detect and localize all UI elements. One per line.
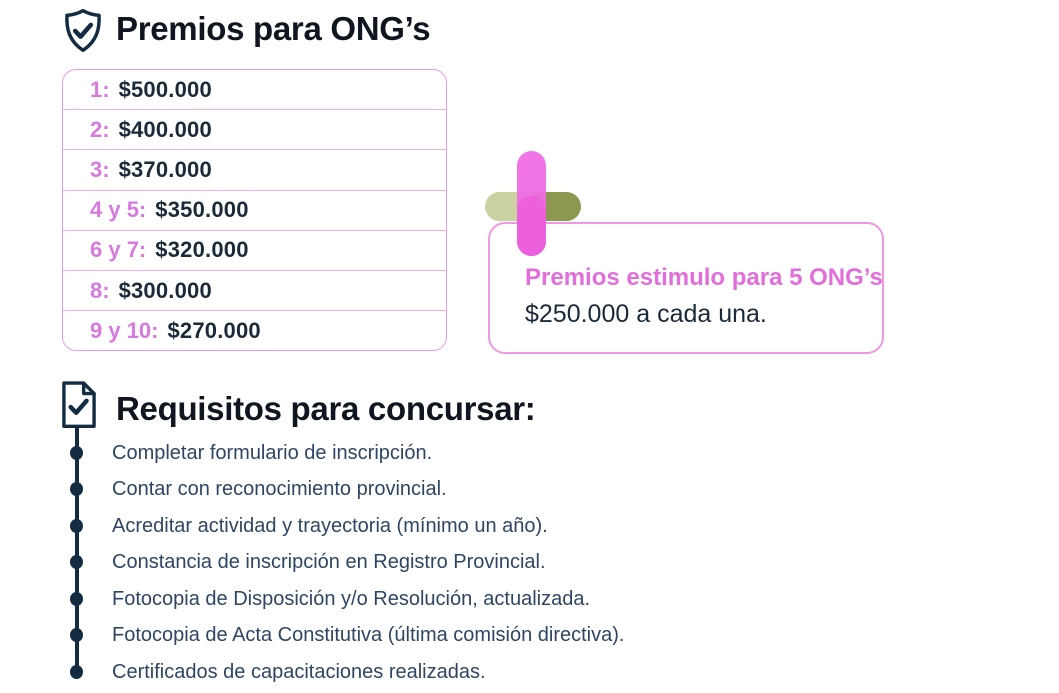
bullet-dot — [70, 628, 83, 642]
bullet-dot — [70, 555, 83, 569]
prize-amount: $300.000 — [118, 277, 212, 303]
bullet-dot — [70, 592, 83, 606]
shield-check-icon — [65, 8, 101, 53]
prize-rank: 8: — [90, 277, 110, 303]
prize-amount: $370.000 — [118, 156, 212, 182]
bullet-dot — [70, 519, 83, 533]
stimulus-card-title: Premios estimulo para 5 ONG’s — [525, 264, 883, 291]
document-check-icon — [62, 381, 96, 428]
stimulus-card-amount: $250.000 a cada una. — [525, 300, 767, 328]
requirement-item: Fotocopia de Acta Constitutiva (última c… — [112, 624, 625, 646]
prize-table-row: 9 y 10: $270.000 — [63, 310, 446, 350]
prize-rank: 1: — [90, 76, 110, 102]
prize-table-row: 6 y 7: $320.000 — [63, 229, 446, 270]
prize-amount: $320.000 — [155, 237, 249, 263]
prize-rank: 4 y 5: — [90, 197, 147, 223]
plus-vertical-pill-cap — [517, 196, 546, 256]
prize-table-row: 2: $400.000 — [63, 109, 446, 149]
prize-amount: $350.000 — [155, 197, 249, 223]
requirement-item: Contar con reconocimiento provincial. — [112, 478, 447, 500]
prize-rank: 3: — [90, 156, 110, 182]
prize-rank: 9 y 10: — [90, 317, 159, 343]
timeline-line — [75, 427, 79, 673]
requirement-item: Fotocopia de Disposición y/o Resolución,… — [112, 588, 591, 610]
requirement-item: Certificados de capacitaciones realizada… — [112, 661, 486, 683]
prize-table-row: 4 y 5: $350.000 — [63, 189, 446, 230]
prize-amount: $500.000 — [118, 76, 212, 102]
requirement-item: Completar formulario de inscripción. — [112, 442, 433, 464]
stimulus-card: Premios estimulo para 5 ONG’s $250.000 a… — [488, 222, 884, 354]
prize-table-row: 3: $370.000 — [63, 149, 446, 189]
requirement-item: Constancia de inscripción en Registro Pr… — [112, 551, 546, 573]
bullet-dot — [70, 665, 83, 679]
prize-table-row: 1: $500.000 — [63, 70, 446, 109]
requirement-item: Acreditar actividad y trayectoria (mínim… — [112, 515, 548, 537]
bullet-dot — [70, 446, 83, 460]
requirements-title: Requisitos para concursar: — [116, 390, 536, 427]
prize-rank: 6 y 7: — [90, 237, 147, 263]
bullet-dot — [70, 482, 83, 496]
prize-rank: 2: — [90, 116, 110, 142]
prize-table-row: 8: $300.000 — [63, 269, 446, 310]
prize-table: 1: $500.000 2: $400.000 3: $370.000 4 y … — [62, 69, 447, 352]
prize-amount: $270.000 — [167, 317, 261, 343]
prizes-title: Premios para ONG’s — [116, 10, 431, 47]
prize-amount: $400.000 — [118, 116, 212, 142]
